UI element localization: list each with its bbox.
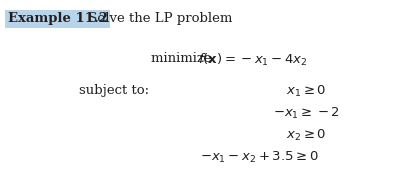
- Text: minimize: minimize: [151, 52, 216, 65]
- Text: $f(\mathbf{x}) = -x_1 - 4x_2$: $f(\mathbf{x}) = -x_1 - 4x_2$: [198, 52, 308, 68]
- Text: $-x_1 - 2x_2 + 6 \geq 0$: $-x_1 - 2x_2 + 6 \geq 0$: [202, 173, 317, 174]
- Text: $x_1 \geq 0$: $x_1 \geq 0$: [286, 84, 327, 99]
- Text: $-x_1 \geq -2$: $-x_1 \geq -2$: [273, 106, 340, 121]
- Text: $x_2 \geq 0$: $x_2 \geq 0$: [286, 128, 327, 143]
- Text: $-x_1 - x_2 + 3.5 \geq 0$: $-x_1 - x_2 + 3.5 \geq 0$: [200, 150, 319, 165]
- Text: Solve the LP problem: Solve the LP problem: [84, 12, 233, 25]
- Text: Example 11.2: Example 11.2: [8, 12, 108, 25]
- Text: subject to:: subject to:: [79, 84, 149, 97]
